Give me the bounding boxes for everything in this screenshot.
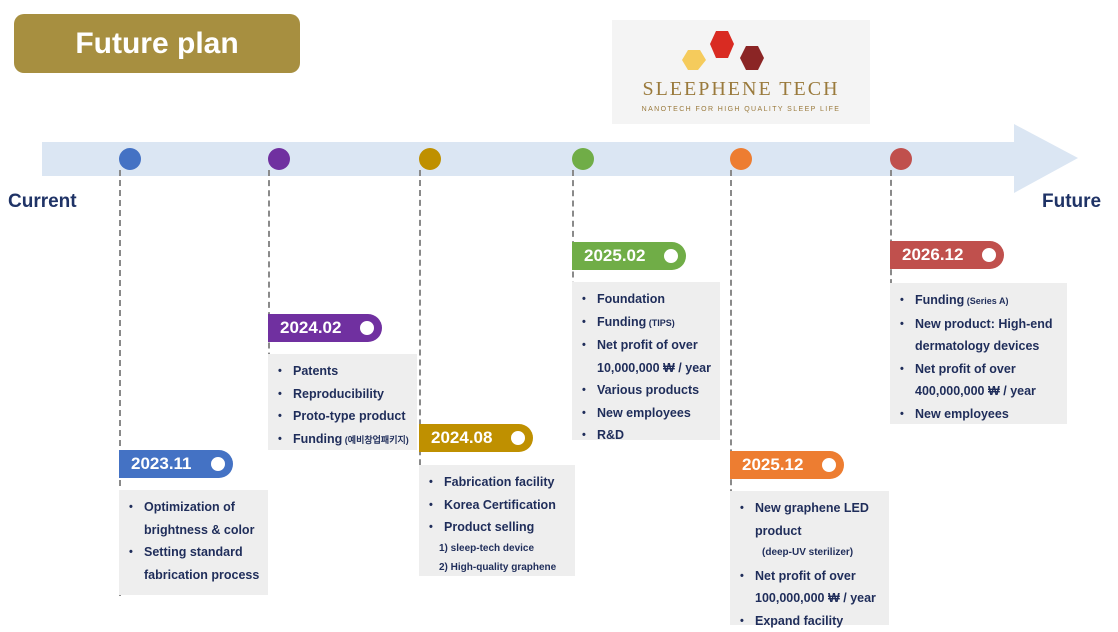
milestone-item-note: (예비창업패키지) — [342, 435, 408, 445]
milestone-date: 2025.02 — [584, 246, 645, 266]
milestone-item: 100,000,000 ₩ / year — [740, 587, 881, 610]
milestone-details: PatentsReproducibilityProto-type product… — [268, 354, 417, 450]
timeline-dot — [890, 148, 912, 170]
timeline-dot — [419, 148, 441, 170]
circle-icon — [822, 458, 836, 472]
milestone-item: R&D — [582, 424, 712, 447]
milestone-item: Expand facility — [740, 610, 881, 632]
milestone-date-badge: 2024.08 — [419, 424, 533, 452]
milestone-date-badge: 2023.11 — [119, 450, 233, 478]
milestone-item-note: (TIPS) — [646, 318, 675, 328]
milestone-item: Net profit of over — [582, 334, 712, 357]
milestone-details: FoundationFunding (TIPS)Net profit of ov… — [572, 282, 720, 440]
milestone-item: 400,000,000 ₩ / year — [900, 380, 1059, 403]
milestone-item: 2) High-quality graphene — [429, 558, 567, 577]
milestone-details: Fabrication facilityKorea CertificationP… — [419, 465, 575, 576]
milestone-item: Foundation — [582, 288, 712, 311]
milestone-date-badge: 2026.12 — [890, 241, 1004, 269]
milestone-item: Korea Certification — [429, 494, 567, 517]
milestone-item: Net profit of over — [900, 358, 1059, 381]
milestone-item: brightness & color — [129, 519, 260, 542]
circle-icon — [664, 249, 678, 263]
milestone-item: Optimization of — [129, 496, 260, 519]
circle-icon — [211, 457, 225, 471]
timeline-dot — [119, 148, 141, 170]
circle-icon — [511, 431, 525, 445]
milestone-item-note: (Series A) — [964, 296, 1008, 306]
milestone-item: Patents — [278, 360, 409, 383]
milestone-item: 10,000,000 ₩ / year — [582, 357, 712, 380]
milestone-item: New employees — [900, 403, 1059, 426]
milestone-item: Fabrication facility — [429, 471, 567, 494]
milestone-item: Funding (Series A) — [900, 289, 1059, 313]
milestone-item: Funding (예비창업패키지) — [278, 428, 409, 452]
milestone-item: New employees — [582, 402, 712, 425]
milestone-date: 2026.12 — [902, 245, 963, 265]
circle-icon — [360, 321, 374, 335]
timeline-dot — [268, 148, 290, 170]
milestone-item: New graphene LED — [740, 497, 881, 520]
milestone-item: product — [740, 520, 881, 543]
circle-icon — [982, 248, 996, 262]
milestone-item: (deep-UV sterilizer) — [740, 542, 881, 565]
milestone-item: Reproducibility — [278, 383, 409, 406]
milestone-item: dermatology devices — [900, 335, 1059, 358]
milestone-item: New product: High-end — [900, 313, 1059, 336]
milestone-date: 2025.12 — [742, 455, 803, 475]
current-label: Current — [8, 191, 77, 213]
milestone-item: Net profit of over — [740, 565, 881, 588]
milestone-item: Product selling — [429, 516, 567, 539]
milestone-date-badge: 2024.02 — [268, 314, 382, 342]
milestone-date-badge: 2025.02 — [572, 242, 686, 270]
milestone-item: fabrication process — [129, 564, 260, 587]
timeline-dot — [730, 148, 752, 170]
timeline-arrow — [0, 0, 1118, 210]
milestone-details: Funding (Series A)New product: High-endd… — [890, 283, 1067, 424]
milestone-item: Setting standard — [129, 541, 260, 564]
milestone-item: 1) sleep-tech device — [429, 539, 567, 558]
milestone-item: Various products — [582, 379, 712, 402]
milestone-item: Proto-type product — [278, 405, 409, 428]
milestone-date: 2023.11 — [131, 454, 192, 474]
milestone-date-badge: 2025.12 — [730, 451, 844, 479]
milestone-date: 2024.08 — [431, 428, 492, 448]
milestone-item: Funding (TIPS) — [582, 311, 712, 335]
milestone-date: 2024.02 — [280, 318, 341, 338]
future-label: Future — [1042, 191, 1101, 213]
timeline-dot — [572, 148, 594, 170]
